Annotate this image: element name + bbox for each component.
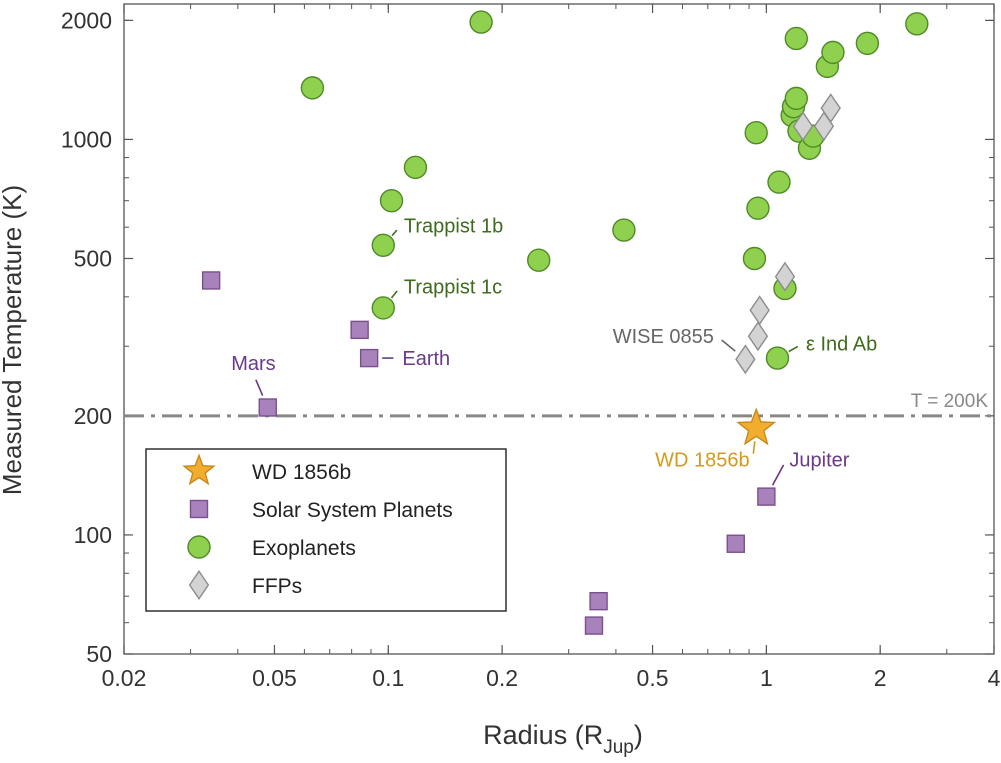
data-point [784, 26, 809, 51]
data-point [742, 246, 767, 271]
legend-marker [187, 535, 211, 559]
legend-marker [182, 453, 216, 486]
data-point [258, 398, 277, 417]
data-point [855, 31, 880, 56]
data-point [774, 261, 796, 292]
data-point [820, 93, 841, 124]
data-point [736, 407, 777, 446]
annotation-label: Jupiter [789, 450, 849, 472]
series-ffps [735, 93, 841, 375]
data-points [201, 10, 929, 635]
data-point [757, 487, 776, 506]
annotations: Trappist 1b Trappist 1c Earth Mars WISE 0855… [231, 216, 877, 486]
y-tick-label: 50 [86, 641, 112, 667]
reference-line-label: T = 200K [911, 391, 989, 412]
data-point [749, 295, 770, 326]
data-point [612, 218, 636, 242]
x-tick-label: 2 [874, 665, 887, 691]
annotation-leader [391, 229, 398, 237]
data-point [201, 271, 221, 290]
annotation-label: WISE 0855 [613, 326, 714, 348]
y-tick-label: 200 [74, 403, 112, 429]
annotation-leader [788, 345, 799, 353]
plot-frame [123, 3, 995, 655]
data-point [403, 155, 428, 180]
data-point [371, 233, 395, 257]
data-point [469, 10, 493, 34]
annotation-leader [255, 379, 264, 396]
data-point [821, 40, 845, 65]
x-tick-label: 0.05 [252, 665, 297, 691]
data-point [735, 344, 756, 375]
axes: 0.02 0.05 0.1 0.2 0.5 1 2 4 50 100 200 500 1000 2000 [61, 3, 1001, 691]
data-point [379, 188, 404, 213]
data-point [744, 120, 768, 145]
y-tick-label: 500 [74, 245, 112, 271]
data-point [905, 12, 929, 36]
legend-label: WD 1856b [252, 461, 351, 484]
annotation-leader [721, 339, 736, 352]
data-point [584, 616, 604, 635]
annotation-label: Trappist 1b [404, 216, 503, 238]
y-axis-label: Measured Temperature (K) [0, 185, 27, 495]
data-point [746, 196, 770, 220]
x-tick-label: 0.1 [372, 665, 404, 691]
reference-line-group: T = 200K [124, 391, 994, 418]
annotation-label: Earth [402, 348, 450, 370]
y-tick-label: 1000 [61, 126, 112, 152]
x-tick-label: 4 [988, 665, 1001, 691]
x-tick-label: 0.2 [486, 665, 518, 691]
data-point [726, 534, 745, 553]
data-point [350, 320, 369, 340]
legend-label: Exoplanets [252, 537, 356, 560]
annotation-leader [752, 441, 756, 454]
x-tick-label: 0.02 [102, 665, 147, 691]
annotation-label: WD 1856b [655, 450, 750, 472]
legend-label: FFPs [252, 575, 302, 598]
series-exoplanets [300, 10, 929, 370]
y-tick-label: 2000 [61, 7, 112, 33]
data-point [747, 321, 769, 352]
x-tick-label: 1 [760, 665, 773, 691]
series-wd-1856b [736, 407, 777, 446]
annotation-leader [390, 290, 398, 299]
legend-label: Solar System Planets [252, 499, 453, 522]
data-point [371, 296, 395, 320]
annotation-label: ε Ind Ab [806, 333, 877, 355]
data-point [589, 591, 608, 611]
x-tick-label: 0.5 [637, 665, 669, 691]
legend-marker [189, 499, 209, 519]
annotation-label: Mars [231, 353, 275, 375]
legend: WD 1856b Solar System Planets Exoplanets FF… [145, 448, 507, 612]
data-point [300, 76, 325, 100]
data-point [527, 248, 551, 272]
data-point [792, 111, 814, 142]
annotation-label: Trappist 1c [404, 276, 502, 298]
data-point [765, 346, 790, 370]
data-point [767, 170, 791, 194]
y-tick-label: 100 [74, 522, 112, 548]
legend-marker [188, 570, 210, 600]
data-point [784, 86, 809, 111]
data-point [359, 348, 379, 368]
x-axis-label: Radius (RJup) [483, 720, 643, 758]
series-solar-system-planets [201, 271, 776, 635]
annotation-leader [771, 464, 785, 486]
